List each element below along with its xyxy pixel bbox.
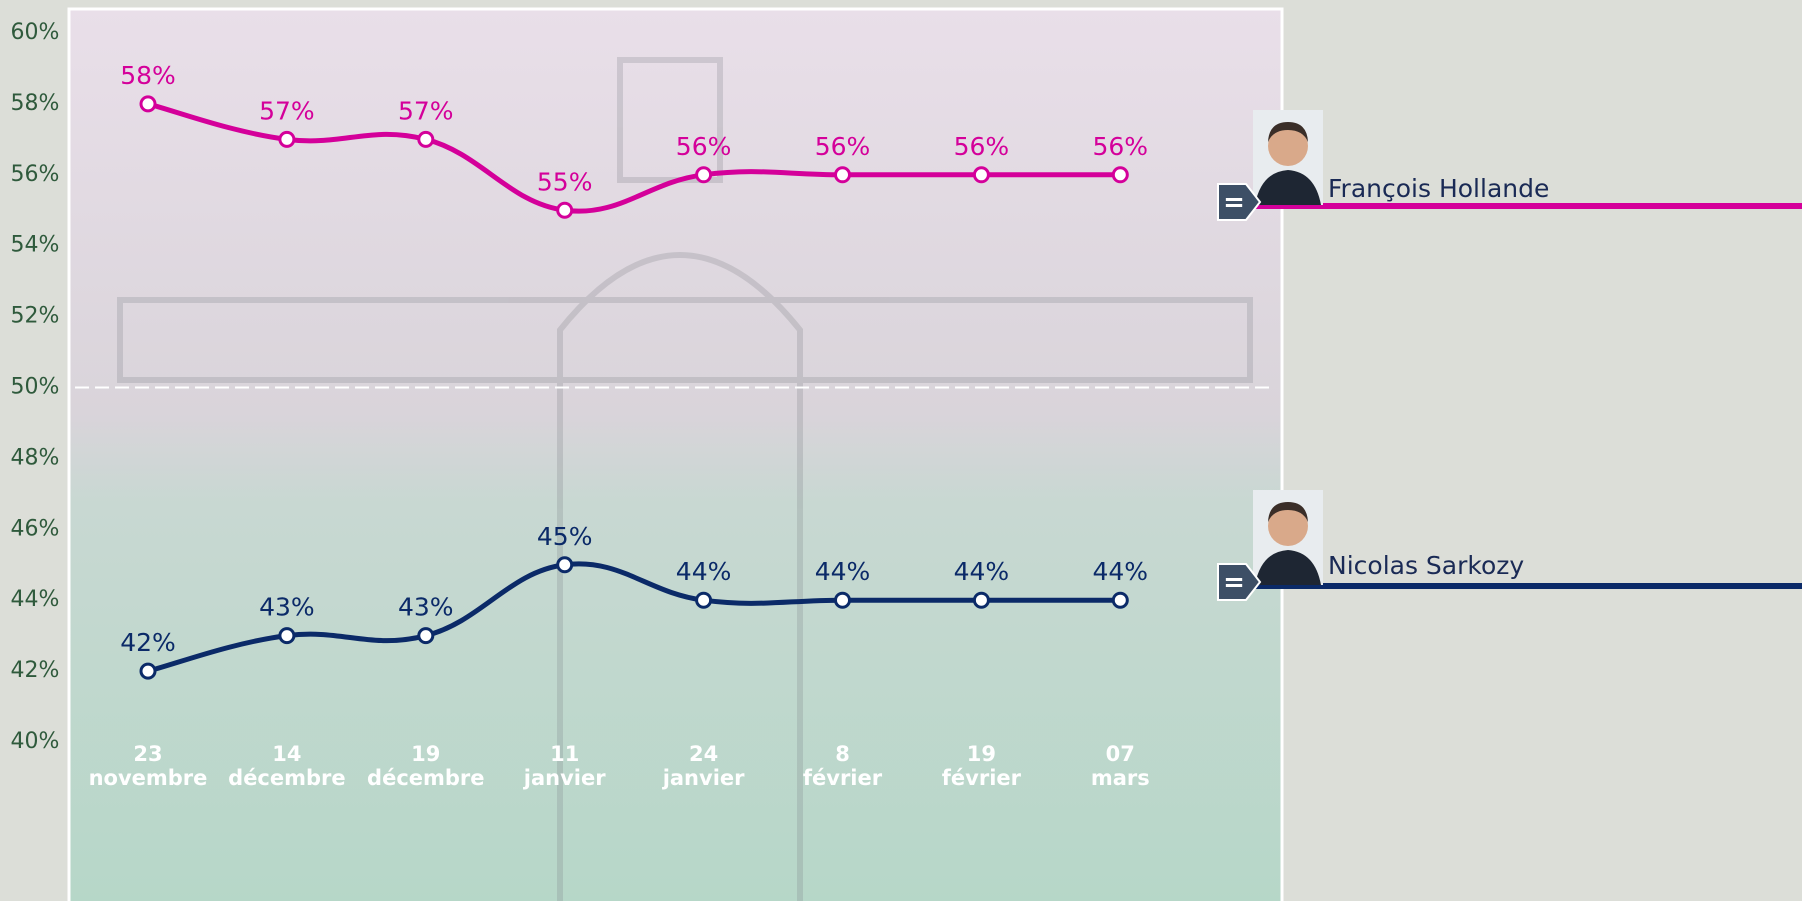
data-point [278, 130, 296, 148]
data-point [556, 201, 574, 219]
series-line [147, 561, 1121, 674]
legend-photo [1253, 110, 1323, 205]
x-tick-label-line: 8 [835, 742, 850, 766]
legend-label: François Hollande [1328, 174, 1549, 203]
x-tick-label-line: novembre [89, 766, 208, 790]
data-point [139, 95, 157, 113]
photo-face [1268, 126, 1308, 166]
x-tick-label-line: 19 [411, 742, 440, 766]
y-tick-label: 42% [11, 658, 60, 683]
x-tick-label: 23 novembre [89, 742, 208, 790]
x-tick-label-line: janvier [662, 766, 745, 790]
x-tick-label-line: décembre [367, 766, 484, 790]
photo-hair [1268, 502, 1308, 522]
x-tick-label: 07 mars [1091, 742, 1150, 790]
x-tick-label: 14 décembre [228, 742, 345, 790]
background-building [117, 57, 1253, 901]
data-point [695, 591, 713, 609]
data-label: 55% [537, 167, 593, 196]
photo-suit [1255, 550, 1321, 585]
x-tick-label-line: 24 [689, 742, 718, 766]
x-tick-label-line: mars [1091, 766, 1150, 790]
trend-arrow [1217, 183, 1262, 221]
data-label: 43% [398, 593, 454, 622]
data-label: 44% [676, 557, 732, 586]
data-label: 56% [954, 132, 1010, 161]
y-tick-label: 48% [11, 445, 60, 470]
data-label: 56% [1093, 132, 1149, 161]
x-tick-label: 24 janvier [662, 742, 745, 790]
photo-hair [1268, 122, 1308, 142]
x-tick-label-line: 19 [967, 742, 996, 766]
data-point [972, 591, 990, 609]
x-tick-label-line: 11 [550, 742, 579, 766]
plot-area [67, 7, 1284, 901]
data-point [972, 166, 990, 184]
data-label: 57% [398, 96, 454, 125]
x-tick-label-line: 23 [133, 742, 162, 766]
y-tick-label: 60% [11, 20, 60, 45]
data-point [556, 556, 574, 574]
data-point [1111, 166, 1129, 184]
x-tick-label: 8 février [803, 742, 883, 790]
photo-suit [1255, 170, 1321, 205]
trend-label: = [1223, 568, 1245, 598]
data-label: 44% [1093, 557, 1149, 586]
y-tick-label: 52% [11, 304, 60, 329]
data-point [417, 130, 435, 148]
y-tick-label: 50% [11, 375, 60, 400]
y-tick-label: 44% [11, 587, 60, 612]
data-label: 43% [259, 593, 315, 622]
data-point [834, 591, 851, 609]
x-tick-label-line: février [803, 766, 883, 790]
data-point [695, 166, 713, 184]
data-label: 57% [259, 96, 315, 125]
series-line [147, 101, 1121, 214]
x-tick-label-line: février [942, 766, 1022, 790]
data-point [139, 662, 157, 680]
x-tick-label: 11 janvier [523, 742, 606, 790]
data-label: 44% [815, 557, 871, 586]
data-point [417, 627, 435, 645]
photo-face [1268, 506, 1308, 546]
x-tick-label: 19 février [942, 742, 1022, 790]
y-tick-label: 54% [11, 233, 60, 258]
x-tick-label-line: décembre [228, 766, 345, 790]
data-point [834, 166, 851, 184]
data-label: 42% [120, 628, 176, 657]
data-label: 58% [120, 61, 176, 90]
y-tick-label: 56% [11, 162, 60, 187]
data-point [1111, 591, 1129, 609]
x-tick-label-line: 14 [272, 742, 301, 766]
data-label: 56% [815, 132, 871, 161]
trend-arrow [1217, 563, 1262, 601]
legend-label: Nicolas Sarkozy [1328, 551, 1524, 580]
data-label: 56% [676, 132, 732, 161]
data-label: 44% [954, 557, 1010, 586]
y-tick-label: 58% [11, 91, 60, 116]
x-tick-label-line: janvier [523, 766, 606, 790]
trend-label: = [1223, 188, 1245, 218]
y-tick-label: 40% [11, 729, 60, 754]
y-tick-label: 46% [11, 516, 60, 541]
x-tick-label-line: 07 [1106, 742, 1135, 766]
legend-photo [1253, 490, 1323, 585]
data-point [278, 627, 296, 645]
x-tick-label: 19 décembre [367, 742, 484, 790]
data-label: 45% [537, 522, 593, 551]
